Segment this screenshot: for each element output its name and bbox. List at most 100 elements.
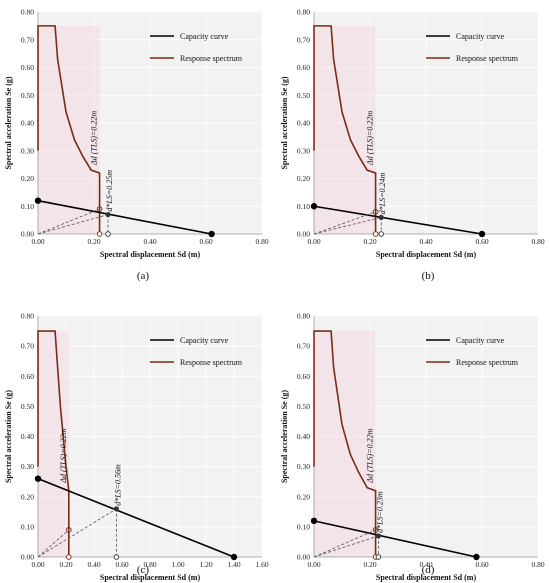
- x-tick-label: 0.80: [143, 560, 156, 569]
- y-axis-label: Spectral acceleration Se (g): [4, 76, 13, 169]
- y-tick-label: 0.80: [297, 8, 310, 17]
- annotation-delta: Δd (TLS)=0.22m: [366, 428, 375, 483]
- legend-label-response: Response spectrum: [456, 358, 519, 367]
- capacity-end-point: [208, 230, 215, 238]
- x-tick-label: 0.20: [363, 237, 376, 246]
- annotation-delta: Δd (TLS)=0.22m: [366, 111, 375, 166]
- intersection-point: [105, 211, 111, 218]
- capacity-end-point: [34, 475, 42, 482]
- dashed-line-intersection: [313, 216, 382, 235]
- dashed-line-intersection: [37, 214, 109, 235]
- chart-panel: 0.00 0.10 0.20 0.30 0.40 0.50 0.60 0.70 0.80 0.00…: [4, 312, 269, 583]
- zero-point: [375, 554, 382, 560]
- y-tick-label: 0.50: [21, 91, 34, 100]
- y-tick-label: 0.30: [21, 462, 34, 471]
- panel-caption: (d): [422, 564, 435, 576]
- y-tick-label: 0.60: [297, 63, 310, 72]
- y-tick-label: 0.40: [21, 432, 34, 441]
- spectrum-point: [96, 206, 103, 212]
- x-tick-label: 1.00: [171, 560, 184, 569]
- y-tick-label: 0.20: [297, 174, 310, 183]
- legend-label-capacity: Capacity curve: [456, 336, 505, 345]
- x-tick-label: 0.00: [307, 237, 320, 246]
- y-tick-label: 0.40: [297, 119, 310, 128]
- capacity-end-point: [310, 517, 318, 525]
- y-tick-label: 0.20: [21, 174, 34, 183]
- x-tick-label: 0.60: [475, 237, 488, 246]
- legend-label-response: Response spectrum: [180, 54, 243, 63]
- capacity-end-point: [478, 230, 486, 238]
- x-tick-label: 1.40: [227, 560, 240, 569]
- x-tick-label: 0.40: [87, 560, 100, 569]
- y-tick-label: 0.70: [21, 342, 34, 351]
- spectrum-shade: [314, 331, 376, 557]
- response-spectrum-line: [313, 25, 377, 234]
- dashed-line-spectrum: [37, 208, 100, 235]
- chart-panel: 0.00 0.10 0.20 0.30 0.40 0.50 0.60 0.70 0.80 0.00…: [4, 8, 269, 283]
- y-tick-label: 0.00: [21, 230, 34, 239]
- spectrum-point: [372, 208, 379, 215]
- y-tick-label: 0.10: [21, 522, 34, 531]
- spectrum-point: [65, 527, 72, 533]
- panel-caption: (c): [137, 564, 150, 576]
- spectrum-shade: [38, 25, 100, 234]
- x-tick-label: 0.00: [31, 560, 44, 569]
- zero-point: [105, 231, 111, 237]
- x-tick-label: 0.40: [419, 237, 432, 246]
- dashed-line-intersection: [313, 535, 379, 558]
- panel-caption: (b): [422, 270, 435, 282]
- response-spectrum-line: [37, 25, 101, 234]
- x-tick-label: 1.20: [199, 560, 212, 569]
- x-tick-label: 0.20: [87, 237, 100, 246]
- x-tick-label: 0.20: [59, 560, 72, 569]
- y-tick-label: 0.00: [21, 553, 34, 562]
- capacity-end-point: [310, 203, 318, 210]
- y-tick-label: 0.30: [297, 462, 310, 471]
- zero-point: [66, 554, 72, 560]
- y-tick-label: 0.00: [297, 553, 310, 562]
- zero-point: [372, 231, 379, 237]
- capacity-curve-line: [313, 205, 483, 235]
- capacity-curve-line: [37, 199, 212, 235]
- y-tick-label: 0.50: [297, 91, 310, 100]
- intersection-point: [375, 533, 381, 539]
- annotation-dLS: d*LS=0.24m: [378, 173, 387, 215]
- y-tick-label: 0.70: [297, 342, 310, 351]
- y-tick-label: 0.80: [297, 312, 310, 321]
- y-tick-label: 0.70: [21, 35, 34, 44]
- y-tick-label: 0.70: [297, 35, 310, 44]
- x-tick-label: 0.40: [143, 237, 156, 246]
- legend-label-response: Response spectrum: [180, 358, 243, 367]
- y-tick-label: 0.60: [21, 63, 34, 72]
- x-tick-label: 1.60: [255, 560, 268, 569]
- x-axis-label: Spectral displacement Sd (m): [376, 573, 477, 582]
- intersection-point: [113, 506, 119, 512]
- panel-caption: (a): [137, 270, 150, 282]
- zero-point: [113, 554, 120, 560]
- zero-point: [96, 231, 103, 237]
- x-tick-label: 0.60: [115, 560, 128, 569]
- y-tick-label: 0.40: [297, 432, 310, 441]
- intersection-point: [378, 214, 384, 220]
- annotation-dLS: d*LS=0.56m: [113, 464, 122, 506]
- capacity-end-point: [34, 197, 42, 204]
- y-tick-label: 0.50: [21, 402, 34, 411]
- annotation-dLS: d*LS=0.25m: [105, 170, 114, 212]
- chart-panel: 0.00 0.10 0.20 0.30 0.40 0.50 0.60 0.70 0.80 0.00…: [280, 8, 545, 283]
- response-spectrum-line: [37, 330, 70, 557]
- y-tick-label: 0.80: [21, 312, 34, 321]
- y-tick-label: 0.20: [21, 492, 34, 501]
- x-axis-label: Spectral displacement Sd (m): [376, 250, 477, 259]
- dashed-line-spectrum: [37, 529, 70, 558]
- legend-label-capacity: Capacity curve: [456, 32, 505, 41]
- y-axis-label: Spectral acceleration Se (g): [280, 390, 289, 483]
- dashed-line-spectrum: [313, 529, 376, 558]
- x-tick-label: 0.20: [363, 560, 376, 569]
- y-tick-label: 0.30: [21, 146, 34, 155]
- y-tick-label: 0.10: [297, 202, 310, 211]
- x-tick-label: 0.00: [307, 560, 320, 569]
- dashed-line-spectrum: [313, 211, 376, 235]
- x-tick-label: 0.80: [531, 560, 544, 569]
- y-tick-label: 0.60: [21, 372, 34, 381]
